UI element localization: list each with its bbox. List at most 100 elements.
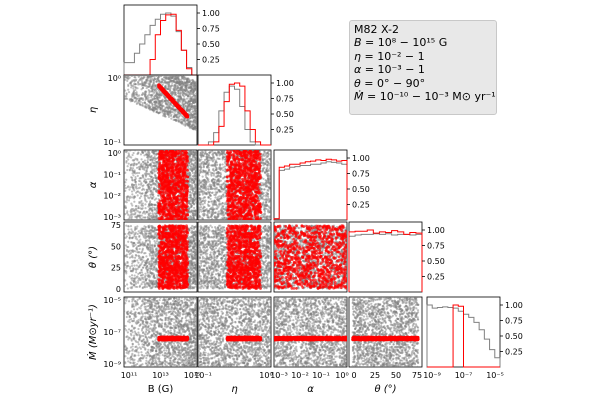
prior-point — [176, 89, 180, 92]
prior-point — [134, 88, 137, 92]
prior-point — [125, 97, 129, 100]
prior-point — [147, 79, 151, 82]
prior-point — [182, 84, 185, 87]
prior-point — [152, 152, 156, 155]
prior-point — [186, 93, 189, 96]
prior-point — [137, 162, 140, 165]
prior-point — [189, 194, 192, 197]
accepted-point — [176, 167, 180, 171]
accepted-point — [157, 85, 161, 88]
prior-point — [180, 76, 184, 79]
prior-point — [126, 165, 129, 168]
prior-point — [172, 87, 175, 91]
prior-point — [145, 188, 149, 191]
scatter-points — [124, 75, 197, 131]
prior-point — [156, 97, 159, 100]
prior-point — [171, 110, 174, 114]
prior-point — [143, 168, 146, 171]
accepted-point — [162, 173, 166, 177]
prior-point — [132, 151, 135, 155]
prior-point — [124, 187, 127, 190]
accepted-point — [177, 150, 181, 152]
prior-point — [189, 150, 193, 153]
prior-point — [137, 206, 140, 210]
prior-point — [147, 157, 150, 160]
accepted-point — [180, 194, 183, 197]
prior-point — [146, 163, 149, 167]
accepted-point — [181, 203, 185, 207]
prior-point — [154, 203, 157, 206]
scatter-points — [124, 150, 197, 220]
prior-point — [188, 163, 191, 167]
accepted-point — [163, 208, 167, 211]
accepted-point — [168, 182, 172, 186]
accepted-point — [177, 151, 181, 155]
prior-point — [167, 115, 171, 118]
prior-point — [130, 215, 133, 218]
accepted-point — [184, 217, 188, 220]
prior-point — [129, 209, 133, 212]
density-tick-label: 1.00 — [276, 79, 294, 88]
accepted-point — [158, 212, 162, 216]
prior-point — [138, 200, 141, 204]
prior-point — [163, 95, 166, 98]
prior-point — [194, 188, 197, 191]
accepted-point — [172, 197, 176, 200]
prior-point — [190, 92, 193, 96]
prior-point — [192, 105, 195, 108]
prior-point — [153, 104, 157, 107]
prior-point — [155, 90, 158, 93]
prior-point — [152, 164, 155, 167]
prior-point — [140, 75, 143, 77]
prior-point — [131, 167, 135, 170]
prior-point — [161, 78, 164, 81]
prior-point — [176, 81, 179, 84]
accepted-point — [171, 158, 175, 162]
accepted-point — [178, 173, 182, 177]
accepted-point — [174, 186, 178, 190]
prior-point — [132, 174, 135, 177]
prior-point — [162, 114, 165, 117]
prior-point — [170, 106, 173, 110]
prior-point — [137, 187, 140, 190]
accepted-point — [182, 179, 186, 183]
prior-point — [154, 215, 158, 218]
prior-point — [139, 97, 142, 100]
prior-point — [194, 192, 197, 195]
prior-point — [139, 195, 143, 198]
prior-point — [146, 210, 149, 213]
prior-point — [176, 116, 179, 119]
prior-point — [182, 75, 185, 78]
prior-point — [145, 78, 148, 81]
prior-point — [186, 101, 189, 104]
prior-point — [137, 183, 141, 186]
accepted-point — [172, 179, 175, 183]
prior-point — [129, 213, 132, 216]
prior-point — [125, 211, 129, 215]
prior-point — [150, 108, 153, 111]
prior-point — [141, 101, 144, 105]
accepted-point — [168, 189, 171, 192]
prior-point — [177, 112, 180, 115]
prior-point — [124, 184, 127, 187]
prior-point — [133, 170, 136, 174]
prior-point — [189, 198, 193, 201]
prior-point — [124, 189, 127, 192]
histogram-red — [124, 13, 197, 76]
prior-point — [126, 150, 129, 152]
prior-point — [147, 177, 150, 181]
prior-point — [171, 80, 174, 83]
accepted-point — [178, 185, 181, 189]
prior-point — [134, 83, 137, 86]
prior-point — [179, 96, 182, 99]
prior-point — [125, 156, 128, 159]
prior-point — [144, 162, 147, 165]
prior-point — [130, 98, 133, 101]
accepted-point — [185, 202, 189, 206]
prior-point — [194, 172, 197, 176]
prior-point — [183, 98, 186, 101]
prior-point — [150, 203, 153, 206]
prior-point — [195, 88, 197, 91]
prior-point — [168, 88, 171, 91]
prior-point — [191, 192, 194, 195]
